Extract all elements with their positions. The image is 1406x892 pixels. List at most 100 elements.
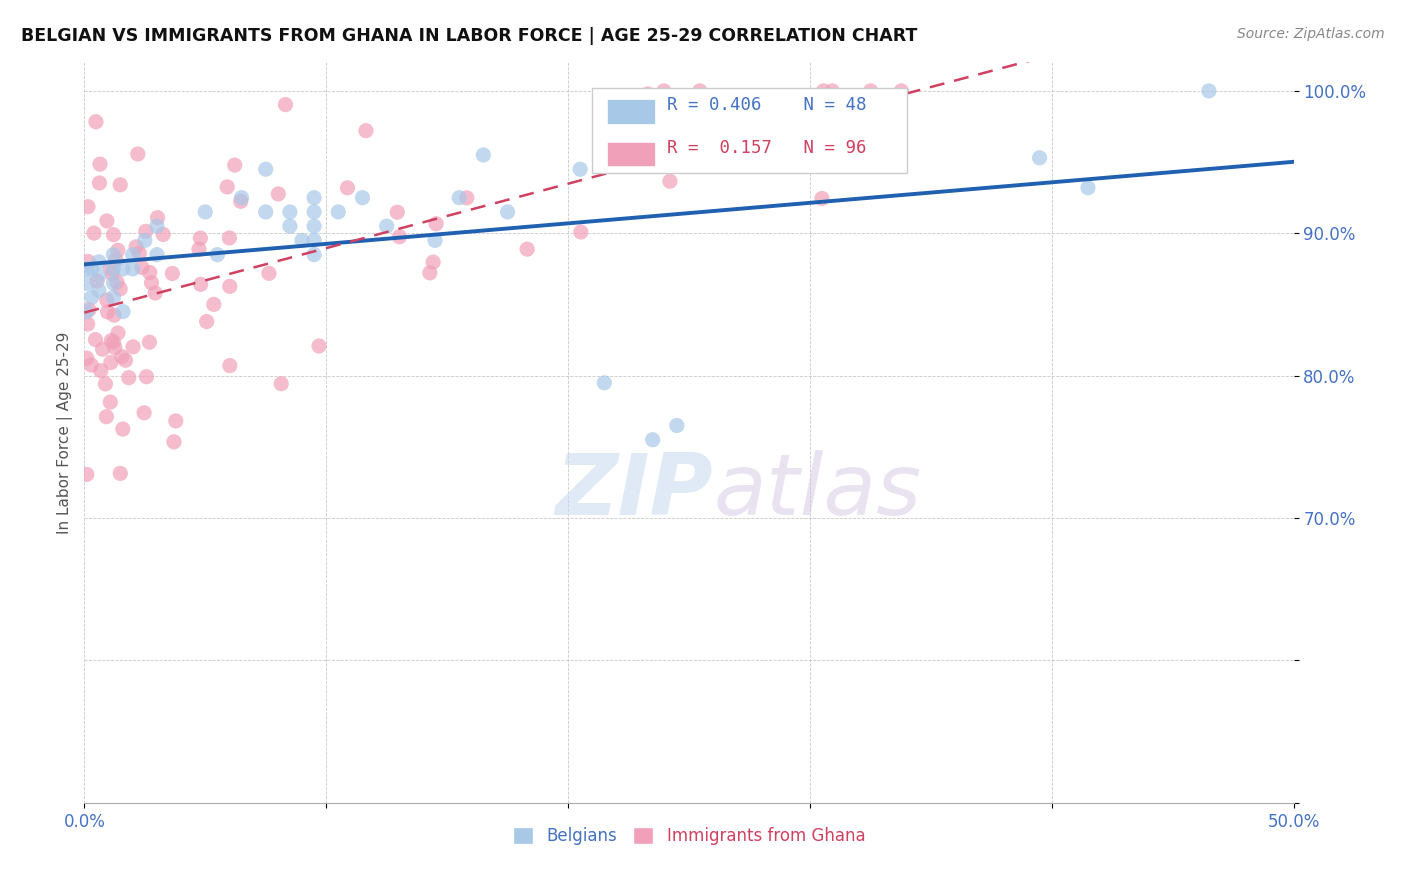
- Point: [125, 240, 148, 254]
- Text: ZIP: ZIP: [555, 450, 713, 533]
- Point: [84, 333, 107, 347]
- Point: [103, 276, 125, 290]
- Point: [278, 219, 301, 234]
- Point: [127, 147, 149, 161]
- Point: [328, 205, 350, 219]
- Point: [423, 234, 446, 248]
- Point: [96, 293, 118, 307]
- Point: [162, 267, 184, 281]
- Point: [254, 162, 277, 177]
- Point: [231, 191, 253, 205]
- Point: [859, 84, 882, 98]
- Point: [274, 97, 297, 112]
- Point: [87, 268, 110, 283]
- Point: [90, 364, 112, 378]
- Point: [100, 334, 122, 348]
- Point: [302, 247, 325, 261]
- Bar: [607, 99, 655, 123]
- Point: [77, 302, 100, 317]
- Point: [218, 359, 240, 373]
- Point: [516, 242, 538, 256]
- Point: [813, 84, 835, 98]
- Point: [207, 247, 229, 261]
- Point: [83, 226, 105, 240]
- Point: [103, 335, 125, 350]
- Text: R =  0.157   N = 96: R = 0.157 N = 96: [668, 138, 866, 157]
- Point: [98, 261, 121, 276]
- Point: [135, 224, 157, 238]
- Point: [134, 234, 156, 248]
- Point: [84, 114, 107, 128]
- Point: [103, 227, 125, 242]
- Point: [108, 282, 131, 296]
- Point: [425, 217, 447, 231]
- Text: Source: ZipAtlas.com: Source: ZipAtlas.com: [1237, 27, 1385, 41]
- Point: [121, 261, 143, 276]
- Point: [152, 227, 174, 242]
- Point: [76, 467, 98, 482]
- Point: [823, 129, 845, 144]
- Point: [77, 200, 100, 214]
- Point: [103, 261, 125, 276]
- Point: [267, 186, 290, 201]
- Y-axis label: In Labor Force | Age 25-29: In Labor Force | Age 25-29: [58, 332, 73, 533]
- Point: [302, 234, 325, 248]
- Point: [107, 244, 129, 258]
- Bar: [592, 88, 907, 173]
- Point: [80, 261, 103, 276]
- Point: [449, 191, 471, 205]
- Point: [865, 136, 887, 151]
- Point: [641, 433, 664, 447]
- Point: [257, 266, 280, 280]
- Point: [111, 422, 134, 436]
- Point: [96, 214, 118, 228]
- Point: [569, 225, 592, 239]
- Bar: [607, 142, 655, 166]
- Point: [811, 192, 834, 206]
- Point: [163, 434, 186, 449]
- Point: [278, 205, 301, 219]
- Point: [77, 254, 100, 268]
- Point: [94, 376, 117, 391]
- Point: [302, 219, 325, 234]
- Point: [110, 467, 132, 481]
- Point: [91, 343, 114, 357]
- Point: [104, 341, 127, 355]
- Point: [138, 265, 160, 279]
- Point: [104, 252, 127, 267]
- Point: [80, 290, 103, 304]
- Point: [218, 231, 240, 245]
- Point: [134, 406, 156, 420]
- Point: [138, 335, 160, 350]
- Point: [89, 157, 111, 171]
- Point: [859, 148, 882, 162]
- Point: [456, 191, 478, 205]
- Point: [224, 158, 246, 172]
- Point: [76, 351, 98, 366]
- Point: [593, 376, 616, 390]
- Point: [187, 242, 209, 256]
- Text: atlas: atlas: [713, 450, 921, 533]
- Point: [121, 247, 143, 261]
- Point: [387, 205, 409, 219]
- Point: [637, 87, 659, 101]
- Point: [1028, 151, 1050, 165]
- Point: [105, 275, 128, 289]
- Point: [308, 339, 330, 353]
- Point: [821, 84, 844, 98]
- Text: BELGIAN VS IMMIGRANTS FROM GHANA IN LABOR FORCE | AGE 25-29 CORRELATION CHART: BELGIAN VS IMMIGRANTS FROM GHANA IN LABO…: [21, 27, 918, 45]
- Point: [254, 205, 277, 219]
- Point: [419, 266, 441, 280]
- Point: [218, 279, 240, 293]
- Point: [89, 176, 111, 190]
- Point: [141, 276, 163, 290]
- Point: [658, 174, 681, 188]
- Point: [229, 194, 252, 209]
- Point: [291, 234, 314, 248]
- Point: [103, 247, 125, 261]
- Point: [103, 290, 125, 304]
- Point: [270, 376, 292, 391]
- Point: [76, 317, 98, 331]
- Point: [87, 283, 110, 297]
- Point: [86, 274, 108, 288]
